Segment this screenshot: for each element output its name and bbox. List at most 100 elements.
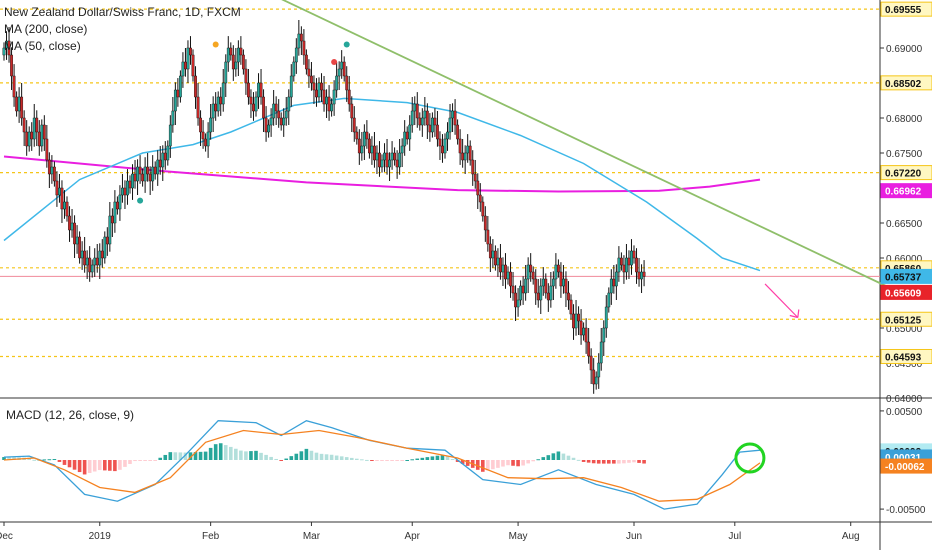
candle-body: [476, 180, 480, 196]
candle-body: [456, 124, 459, 140]
candle-body: [345, 75, 349, 91]
macd-histogram-bar: [511, 460, 515, 466]
current-price-label: 0.65609: [885, 288, 922, 299]
macd-histogram-bar: [193, 452, 198, 460]
macd-histogram-bar: [410, 459, 415, 461]
ma200-price-label: 0.66962: [885, 187, 922, 198]
chart-legend: New Zealand Dollar/Swiss Franc, 1D, FXCM…: [4, 4, 241, 55]
candle-body: [509, 271, 512, 287]
projection-arrow: [764, 283, 799, 318]
macd-histogram-bar: [239, 450, 243, 460]
candle-body: [272, 103, 276, 119]
macd-histogram-bar: [344, 457, 349, 460]
macd-histogram-bar: [642, 460, 646, 464]
candle-body: [516, 299, 520, 308]
macd-histogram-bar: [284, 458, 289, 460]
candle-body: [70, 222, 74, 231]
macd-histogram-bar: [571, 457, 576, 460]
candle-body: [531, 271, 535, 280]
level-label-bg: [880, 311, 932, 327]
level-label-bg: [880, 75, 932, 91]
candle-body: [378, 152, 381, 168]
candle-body: [368, 138, 371, 154]
candle-body: [627, 257, 631, 266]
price-tick-label: 0.64000: [886, 394, 923, 405]
candle-body: [196, 96, 200, 119]
macd-histogram-bar: [607, 460, 611, 464]
candle-body: [247, 82, 250, 98]
candle-body: [355, 131, 359, 140]
candle-body: [100, 250, 104, 259]
macd-histogram-bar: [516, 460, 520, 467]
candle-body: [234, 61, 238, 70]
macd-histogram-bar: [566, 455, 571, 460]
candle-body: [231, 54, 235, 70]
macd-histogram-bar: [229, 446, 233, 460]
macd-histogram-bar: [314, 452, 319, 460]
candle-body: [294, 47, 298, 63]
time-tick-label: Dec: [0, 531, 13, 542]
candle-body: [136, 166, 139, 182]
macd-histogram-bar: [259, 452, 263, 460]
candle-body: [441, 145, 444, 154]
candle-body: [194, 75, 197, 98]
candle-body: [249, 96, 253, 105]
macd-histogram-bar: [617, 460, 621, 464]
candle-body: [204, 138, 207, 147]
candle-body: [161, 152, 165, 168]
candle-body: [327, 96, 331, 112]
candle-body: [582, 327, 586, 336]
macd-histogram-bar: [12, 457, 16, 460]
macd-line-label: 0.00031: [885, 453, 922, 464]
candle-body: [514, 292, 517, 308]
candle-body: [587, 341, 591, 357]
candle-body: [20, 96, 24, 119]
candle-body: [90, 264, 94, 273]
macd-histogram-bar: [445, 456, 450, 460]
candle-body: [105, 236, 109, 245]
candle-body: [158, 159, 162, 168]
macd-histogram-bar: [501, 460, 505, 467]
candle-body: [630, 250, 633, 266]
candle-body: [40, 124, 44, 147]
macd-signal-label-bg: [880, 458, 932, 474]
macd-histogram-bar: [612, 460, 616, 464]
macd-histogram: [2, 443, 646, 475]
macd-histogram-bar: [123, 460, 127, 467]
candle-body: [562, 278, 565, 287]
candle-body: [504, 264, 507, 280]
candle-body: [320, 82, 323, 91]
candle-body: [279, 117, 283, 126]
macd-histogram-bar: [435, 455, 440, 460]
candle-body: [178, 75, 182, 98]
time-tick-label: Jul: [728, 531, 741, 542]
candle-body: [521, 285, 525, 294]
candle-body: [337, 68, 341, 77]
candle-body: [131, 173, 134, 189]
candle-body: [473, 173, 477, 182]
candle-body: [317, 82, 321, 98]
highlight-circle: [734, 442, 766, 474]
candle-body: [151, 166, 155, 182]
candle-body: [539, 285, 543, 301]
candle-body: [350, 103, 354, 119]
macd-histogram-bar: [375, 460, 379, 461]
macd-histogram-bar: [496, 460, 500, 468]
macd-histogram-bar: [622, 460, 626, 464]
candle-body: [211, 103, 215, 119]
macd-histogram-bar: [632, 460, 636, 463]
level-label: 0.67220: [885, 169, 922, 180]
macd-histogram-bar: [188, 452, 193, 460]
candle-body: [400, 145, 404, 154]
candle-body: [63, 201, 66, 210]
candle-body: [362, 131, 366, 147]
macd-histogram-bar: [113, 460, 117, 472]
macd-histogram-bar: [128, 460, 132, 464]
candle-body: [108, 215, 112, 245]
candle-body: [166, 145, 170, 161]
candle-body: [184, 61, 187, 70]
candle-body: [302, 40, 306, 56]
macd-histogram-bar: [334, 455, 339, 460]
level-label: 0.69555: [885, 5, 922, 16]
